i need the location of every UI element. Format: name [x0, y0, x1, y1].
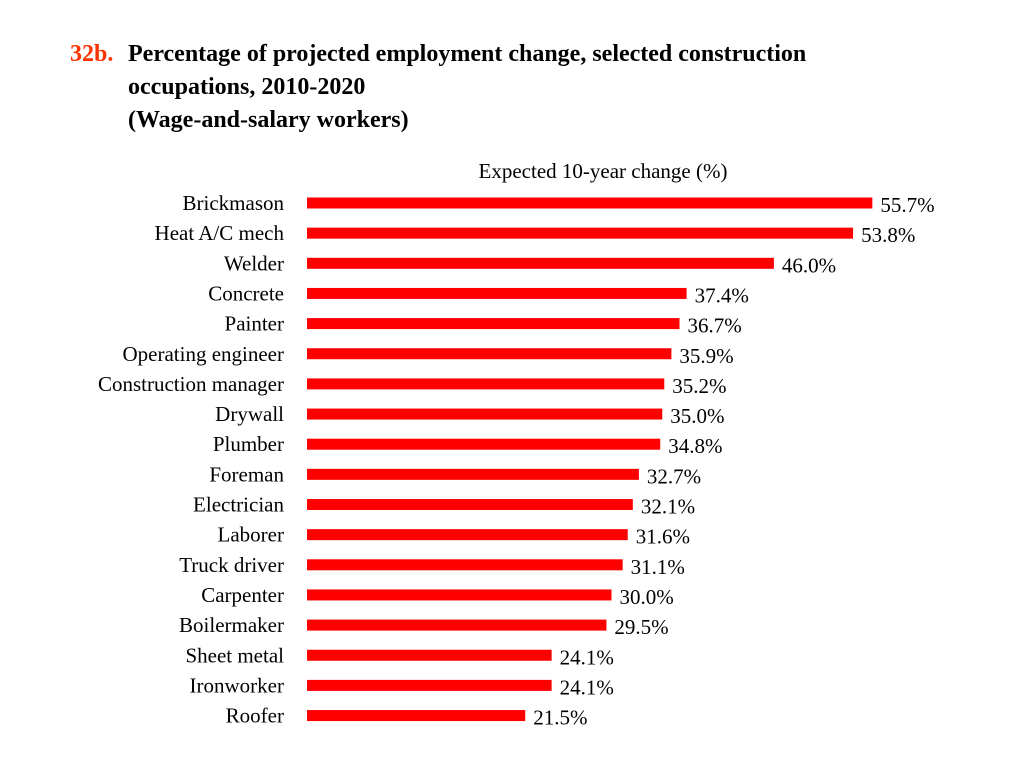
bar-plumber — [307, 438, 661, 450]
category-label-laborer: Laborer — [218, 523, 284, 547]
category-label-electrician: Electrician — [193, 493, 284, 517]
bar-construction-manager — [307, 378, 665, 390]
data-label-operating-engineer: 35.9% — [679, 344, 733, 368]
category-label-truck-driver: Truck driver — [179, 553, 284, 577]
data-label-electrician: 32.1% — [641, 495, 695, 519]
category-label-boilermaker: Boilermaker — [179, 613, 284, 637]
bar-roofer — [307, 710, 526, 722]
category-label-sheet-metal: Sheet metal — [185, 643, 284, 667]
bar-truck-driver — [307, 559, 623, 571]
data-label-boilermaker: 29.5% — [614, 615, 668, 639]
category-label-heat-a-c-mech: Heat A/C mech — [155, 221, 285, 245]
data-label-welder: 46.0% — [782, 253, 836, 277]
bar-carpenter — [307, 589, 612, 601]
bar-concrete — [307, 287, 687, 299]
bar-operating-engineer — [307, 348, 672, 360]
bar-painter — [307, 318, 680, 330]
data-label-construction-manager: 35.2% — [672, 374, 726, 398]
data-label-laborer: 31.6% — [636, 525, 690, 549]
category-label-brickmason: Brickmason — [183, 191, 285, 215]
data-label-foreman: 32.7% — [647, 464, 701, 488]
data-label-sheet-metal: 24.1% — [560, 645, 614, 669]
x-axis-label: Expected 10-year change (%) — [478, 159, 728, 183]
data-label-carpenter: 30.0% — [620, 585, 674, 609]
bar-sheet-metal — [307, 649, 552, 661]
data-label-painter: 36.7% — [688, 314, 742, 338]
bar-boilermaker — [307, 619, 607, 631]
category-label-construction-manager: Construction manager — [98, 372, 284, 396]
bar-ironworker — [307, 679, 552, 691]
bar-electrician — [307, 499, 633, 510]
data-label-ironworker: 24.1% — [560, 675, 614, 699]
category-label-plumber: Plumber — [213, 432, 284, 456]
category-label-drywall: Drywall — [215, 402, 284, 426]
data-label-roofer: 21.5% — [533, 706, 587, 730]
chart-number: 32b. — [70, 41, 114, 67]
data-label-drywall: 35.0% — [670, 404, 724, 428]
data-label-heat-a-c-mech: 53.8% — [861, 223, 915, 247]
bar-brickmason — [307, 197, 873, 209]
bar-drywall — [307, 408, 663, 420]
chart-title-line-2: occupations, 2010-2020 — [128, 74, 366, 100]
category-label-painter: Painter — [225, 312, 284, 336]
chart-title-text: Percentage of projected employment chang… — [128, 38, 968, 137]
category-label-ironworker: Ironworker — [190, 673, 284, 697]
category-label-carpenter: Carpenter — [201, 583, 284, 607]
category-label-roofer: Roofer — [226, 704, 284, 728]
data-label-concrete: 37.4% — [695, 283, 749, 307]
category-label-welder: Welder — [224, 251, 284, 275]
data-label-plumber: 34.8% — [668, 434, 722, 458]
bar-heat-a-c-mech — [307, 227, 854, 239]
data-label-truck-driver: 31.1% — [631, 555, 685, 579]
data-label-brickmason: 55.7% — [880, 193, 934, 217]
category-label-concrete: Concrete — [208, 281, 284, 305]
bar-laborer — [307, 529, 628, 541]
category-label-operating-engineer: Operating engineer — [122, 342, 284, 366]
bar-foreman — [307, 468, 639, 480]
chart-title-line-3: (Wage-and-salary workers) — [128, 107, 409, 133]
category-label-foreman: Foreman — [209, 462, 284, 486]
bar-welder — [307, 257, 774, 269]
chart-title-line-1: Percentage of projected employment chang… — [128, 41, 807, 67]
